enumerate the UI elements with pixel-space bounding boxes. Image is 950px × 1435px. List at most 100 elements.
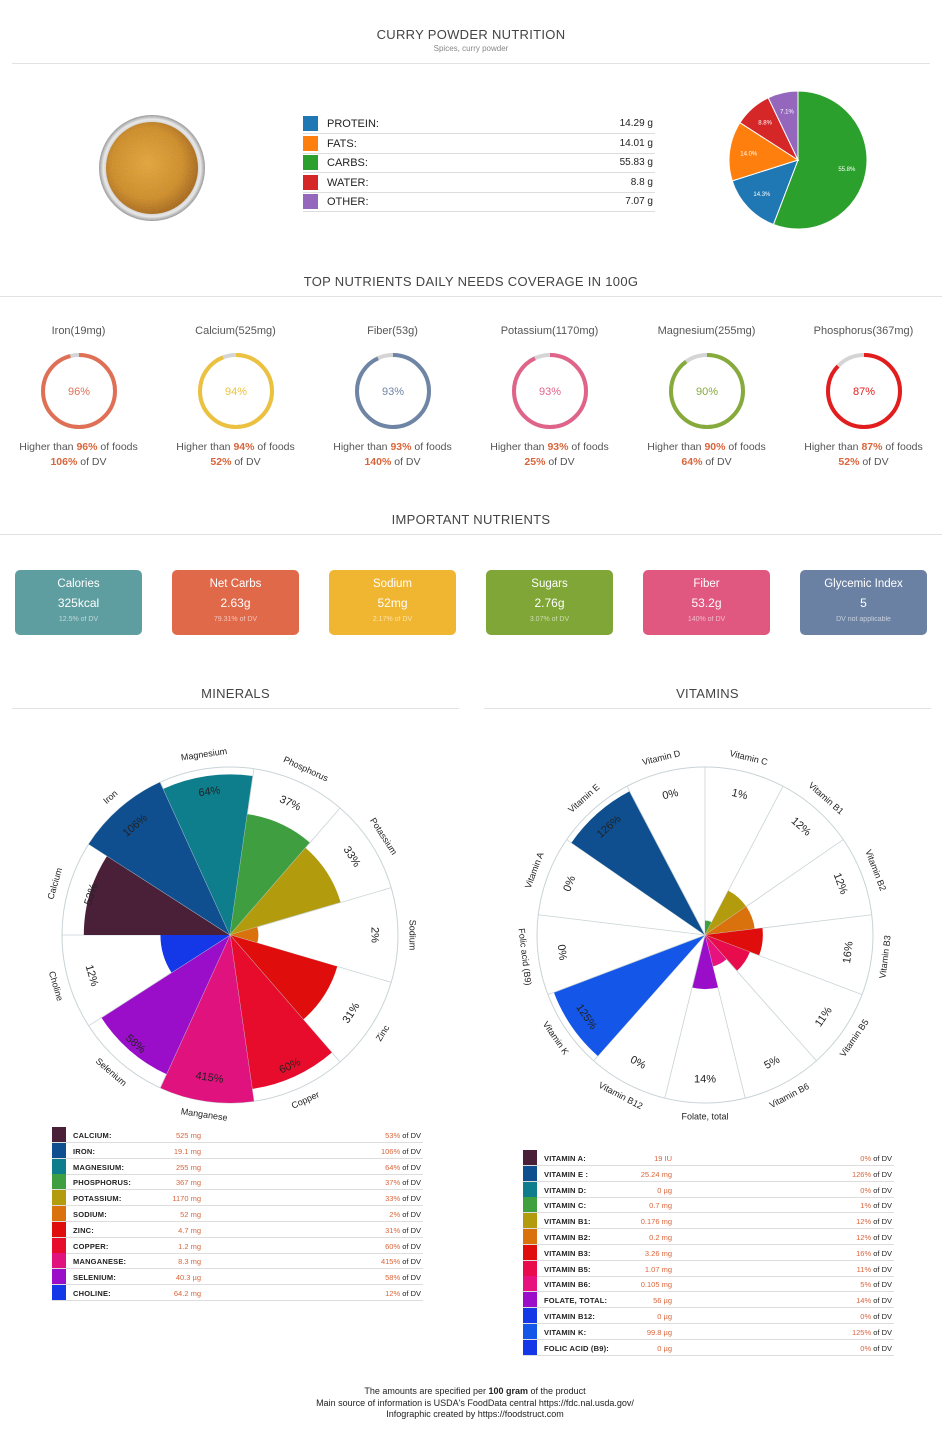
polar-category-label: Vitamin D: [641, 748, 682, 767]
card-name: Glycemic Index: [824, 578, 903, 590]
legend-dv: 12% of DV: [385, 1289, 421, 1298]
ring-label: 90%: [695, 386, 717, 398]
text: of DV: [873, 1248, 892, 1258]
polar-spoke: [88, 843, 231, 936]
polar-category-label: Copper: [290, 1089, 321, 1110]
polar-spoke: [626, 786, 706, 936]
legend-amount: 19.1 mg: [173, 1146, 201, 1156]
divider: [0, 534, 942, 535]
legend-swatch: [523, 1276, 537, 1292]
vitamins-title: VITAMINS: [676, 686, 739, 701]
ring-progress: [511, 353, 588, 429]
legend-swatch: [523, 1292, 537, 1308]
legend-row: VITAMIN A: 19 IU 0% of DV: [523, 1150, 894, 1166]
macro-label: CARBS:: [327, 157, 368, 169]
text: of DV: [873, 1201, 892, 1211]
coverage-ring: 93%: [511, 353, 588, 429]
coverage-ring: 96%: [40, 353, 117, 429]
coverage-name: Iron(19mg): [51, 325, 106, 337]
coverage-name: Fiber(53g): [367, 325, 418, 337]
polar-slice-vitamin-b2: [705, 906, 755, 935]
coverage-dv: 140% of DV: [314, 456, 471, 468]
legend-amount: 0 µg: [657, 1185, 672, 1195]
legend-dv-pct: 33%: [385, 1194, 401, 1204]
macro-pie-chart: 55.8% 14.3% 14.0% 8.8% 7.1%: [728, 90, 868, 230]
legend-name: COPPER:: [73, 1241, 109, 1251]
coverage-rank: Higher than 93% of foods: [471, 441, 628, 453]
pie-label: 14.0%: [740, 151, 758, 157]
card-dv: DV not applicable: [836, 616, 891, 623]
coverage-rank: Higher than 87% of foods: [785, 441, 942, 453]
rank-pct: 96%: [76, 441, 98, 453]
coverage-dv: 52% of DV: [785, 456, 942, 468]
legend-dv: 106% of DV: [381, 1147, 421, 1156]
text: Higher than: [804, 441, 859, 453]
nutrient-card: Glycemic Index 5 DV not applicable: [800, 570, 927, 635]
legend-swatch: [52, 1190, 66, 1206]
legend-amount: 255 mg: [175, 1162, 201, 1172]
legend-dv-pct: 5%: [860, 1280, 872, 1290]
legend-name: VITAMIN B5:: [544, 1264, 591, 1274]
legend-amount: 1.2 mg: [178, 1241, 201, 1251]
ring-label: 94%: [224, 386, 246, 398]
text: of DV: [402, 1162, 421, 1172]
polar-slice-sodium: [230, 926, 259, 944]
dv-pct: 140%: [364, 456, 392, 468]
dv-pct: 106%: [50, 456, 78, 468]
legend-dv-pct: 125%: [851, 1327, 872, 1337]
card-dv: 140% of DV: [687, 616, 726, 623]
coverage-dv: 64% of DV: [628, 456, 785, 468]
footer-line2: Main source of information is USDA's Foo…: [316, 1398, 634, 1408]
legend-dv: 0% of DV: [860, 1312, 892, 1321]
legend-dv-pct: 2%: [389, 1210, 401, 1219]
legend-amount: 1.07 mg: [644, 1264, 672, 1274]
text: Higher than: [19, 441, 74, 453]
legend-dv: 60% of DV: [385, 1242, 421, 1251]
polar-slice-folate-total: [692, 935, 718, 990]
polar-category-label: Magnesium: [180, 746, 227, 763]
macro-swatch: [303, 116, 318, 131]
legend-name: CALCIUM:: [73, 1131, 112, 1140]
footer-line1: The amounts are specified per 100 gram o…: [0, 1386, 950, 1396]
pie-slice-fats: [728, 121, 800, 182]
legend-amount: 0.105 mg: [640, 1280, 672, 1290]
polar-value-label: 12%: [83, 963, 101, 988]
legend-name: VITAMIN B6:: [544, 1280, 591, 1290]
legend-dv: 2% of DV: [389, 1210, 421, 1219]
legend-row: IRON: 19.1 mg 106% of DV: [52, 1142, 423, 1159]
macro-row: PROTEIN: 14.29 g: [303, 115, 655, 134]
polar-slice-vitamin-b5: [705, 935, 750, 971]
legend-dv: 1% of DV: [860, 1201, 892, 1210]
coverage-name: Magnesium(255mg): [657, 325, 756, 337]
rank-pct: 93%: [547, 441, 569, 453]
nutrient-card: Sugars 2.76g 3.07% of DV: [486, 570, 613, 635]
polar-category-label: Vitamin C: [729, 748, 770, 767]
legend-name: MAGNESIUM:: [73, 1162, 125, 1172]
macro-row: FATS: 14.01 g: [303, 135, 655, 154]
legend-dv: 53% of DV: [385, 1131, 421, 1140]
text: Higher than: [333, 441, 388, 453]
card-dv: 12.5% of DV: [58, 616, 99, 623]
polar-slice-zinc: [230, 935, 338, 1020]
legend-row: CALCIUM: 525 mg 53% of DV: [52, 1127, 423, 1143]
legend-dv: 12% of DV: [856, 1217, 892, 1226]
polar-spoke: [704, 786, 784, 936]
legend-name: VITAMIN C:: [544, 1201, 587, 1211]
legend-row: SELENIUM: 40.3 µg 58% of DV: [52, 1269, 423, 1286]
text: of DV: [873, 1296, 892, 1306]
coverage-dv: 25% of DV: [471, 456, 628, 468]
legend-dv: 0% of DV: [860, 1154, 892, 1163]
text: of DV: [402, 1178, 421, 1188]
text: of foods: [100, 441, 138, 453]
polar-spoke: [229, 887, 392, 936]
legend-swatch: [52, 1285, 66, 1300]
footer-text: of the product: [530, 1386, 586, 1396]
legend-swatch: [52, 1158, 66, 1174]
ring-progress: [354, 353, 431, 429]
polar-slice-magnesium: [163, 774, 253, 935]
text: of DV: [873, 1280, 892, 1290]
important-title: IMPORTANT NUTRIENTS: [391, 512, 551, 527]
legend-dv: 14% of DV: [856, 1296, 892, 1305]
rank-pct: 90%: [704, 441, 726, 453]
polar-value-label: 64%: [198, 784, 222, 799]
